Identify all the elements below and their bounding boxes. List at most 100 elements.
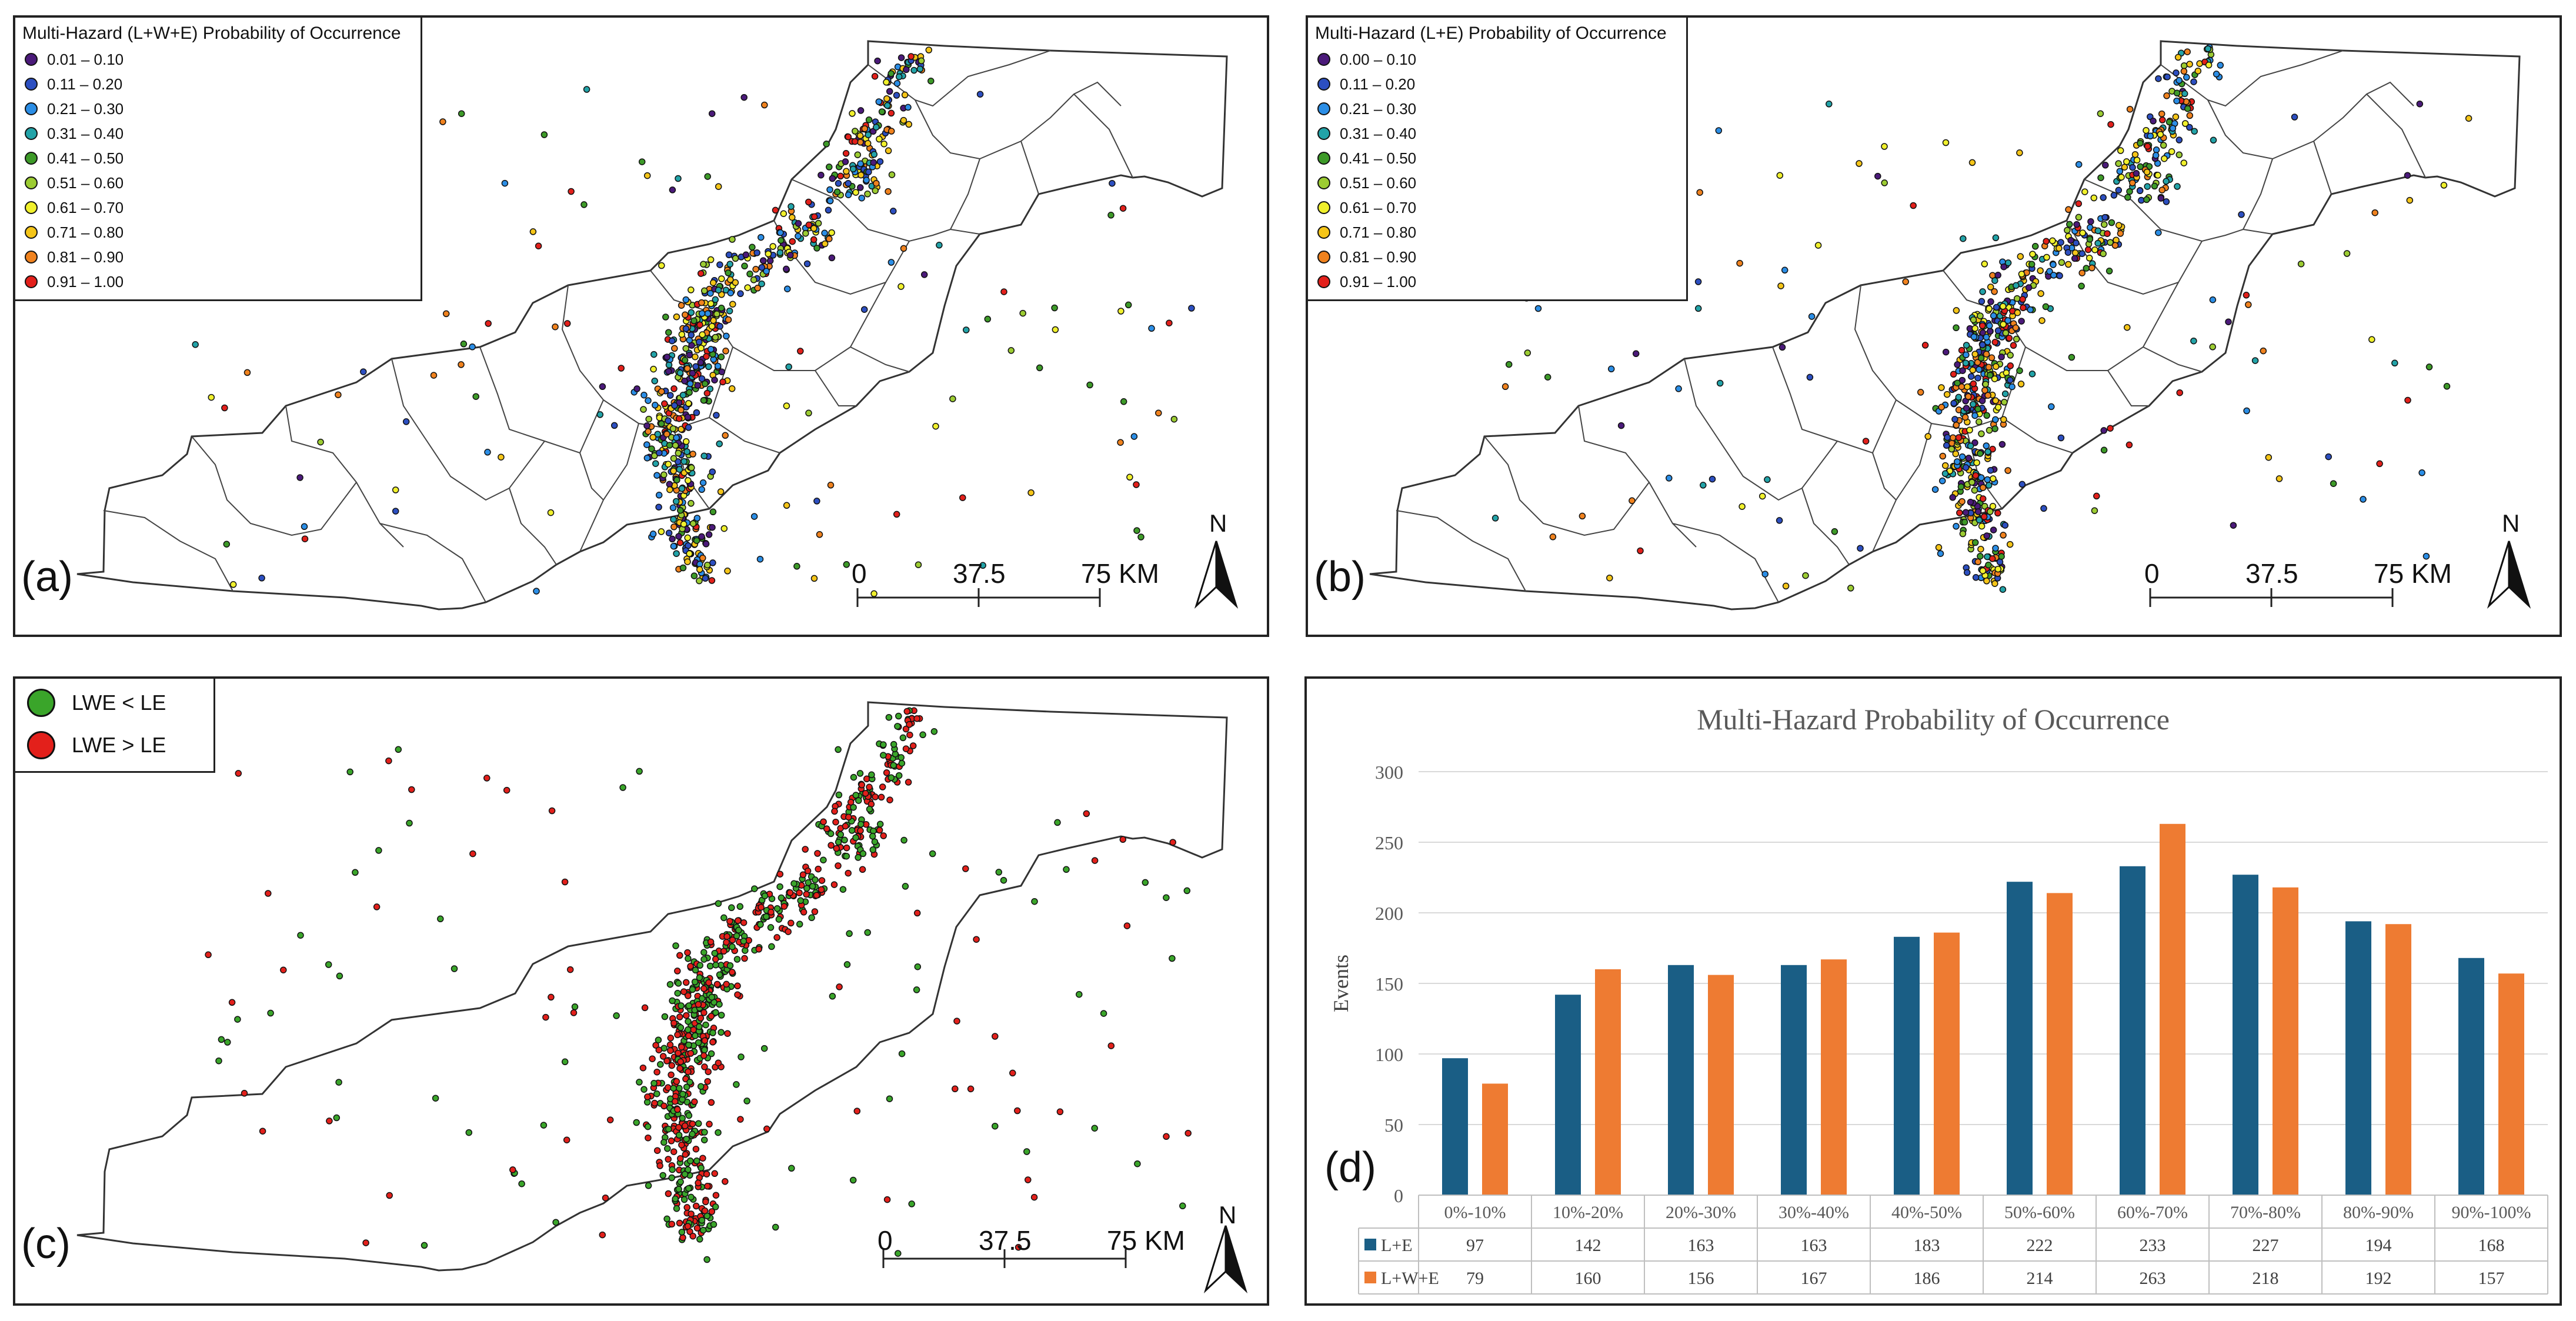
x-tick-label: 60%-70% [2117, 1203, 2188, 1222]
series-legend-label: L+W+E [1381, 1269, 1439, 1288]
north-arrow-icon [1203, 1225, 1248, 1293]
legend-item: 0.61 – 0.70 [1317, 195, 1686, 220]
county-map-a [76, 40, 1239, 611]
legend-key-icon [1364, 1239, 1376, 1250]
circle-marker-icon [1317, 201, 1330, 214]
legend-item: 0.21 – 0.30 [1317, 96, 1686, 121]
circle-marker-icon [25, 275, 38, 288]
data-table-value: 168 [2478, 1236, 2505, 1255]
data-table-value: 79 [1466, 1269, 1484, 1288]
scale-mid-label: 37.5 [2245, 558, 2298, 589]
data-table-value: 194 [2365, 1236, 2392, 1255]
bar-l-w-e [1595, 969, 1621, 1195]
north-label: N [2502, 509, 2520, 537]
circle-marker-icon [1317, 176, 1330, 189]
legend-label: LWE < LE [72, 690, 166, 715]
panel-label: (d) [1324, 1144, 1376, 1191]
x-tick-label: 30%-40% [1778, 1203, 1849, 1222]
data-table-value: 163 [1801, 1236, 1827, 1255]
data-table-value: 222 [2027, 1236, 2053, 1255]
map-panel-b: Multi-Hazard (L+E) Probability of Occurr… [1306, 15, 2562, 637]
data-table-value: 186 [1914, 1269, 1940, 1288]
scale-bar [882, 1249, 1127, 1268]
circle-marker-icon [25, 201, 38, 214]
circle-marker-icon [25, 127, 38, 140]
x-tick-label: 10%-20% [1553, 1203, 1623, 1222]
chart-title: Multi-Hazard Probability of Occurrence [1697, 703, 2170, 736]
bar-l-e [1668, 965, 1694, 1195]
map-panel-a: Multi-Hazard (L+W+E) Probability of Occu… [13, 15, 1269, 637]
legend-title: Multi-Hazard (L+E) Probability of Occurr… [1315, 24, 1667, 43]
legend-label: 0.41 – 0.50 [47, 149, 124, 167]
map-panel-c: LWE < LE LWE > LE (c) 0 37.5 75 KM N [13, 676, 1269, 1306]
bar-l-w-e [2385, 924, 2411, 1195]
scale-mid-label: 37.5 [979, 1225, 1032, 1256]
legend-item: 0.71 – 0.80 [1317, 220, 1686, 245]
data-table-value: 218 [2253, 1269, 2279, 1288]
legend-item: 0.71 – 0.80 [25, 220, 421, 245]
data-table-value: 183 [1914, 1236, 1940, 1255]
probability-legend: Multi-Hazard (L+W+E) Probability of Occu… [15, 18, 422, 301]
event-points [192, 46, 1195, 598]
legend-item: 0.31 – 0.40 [25, 121, 421, 146]
circle-marker-icon [1317, 53, 1330, 66]
legend-label: 0.00 – 0.10 [1340, 50, 1417, 68]
legend-label: 0.11 – 0.20 [47, 75, 123, 93]
scale-bar [856, 588, 1101, 607]
legend-label: 0.21 – 0.30 [1340, 99, 1417, 118]
data-table-value: 97 [1466, 1236, 1484, 1255]
legend-label: 0.71 – 0.80 [1340, 223, 1417, 241]
data-table-value: 214 [2027, 1269, 2053, 1288]
x-tick-label: 50%-60% [2004, 1203, 2075, 1222]
legend-label: 0.21 – 0.30 [47, 99, 124, 118]
legend-item-lwe-less: LWE < LE [27, 685, 213, 721]
scale-zero-label: 0 [877, 1225, 893, 1256]
circle-marker-icon [25, 78, 38, 91]
circle-marker-icon [25, 251, 38, 263]
bar-l-w-e [1821, 959, 1847, 1195]
north-arrow-icon [2487, 541, 2531, 609]
county-map-b [1369, 40, 2531, 611]
region-map-c [76, 701, 1248, 1293]
legend-label: 0.81 – 0.90 [47, 248, 124, 266]
bar-l-e [2458, 958, 2484, 1195]
bar-l-w-e [2047, 893, 2073, 1195]
legend-item: 0.51 – 0.60 [25, 171, 421, 195]
x-tick-label: 0%-10% [1444, 1203, 1506, 1222]
legend-item: 0.41 – 0.50 [1317, 146, 1686, 171]
legend-item: 0.11 – 0.20 [25, 72, 421, 96]
legend-label: 0.41 – 0.50 [1340, 149, 1417, 167]
bar-l-e [1555, 995, 1581, 1195]
legend-label: 0.61 – 0.70 [1340, 198, 1417, 216]
scale-zero-label: 0 [852, 558, 867, 589]
bar-l-w-e [2160, 823, 2185, 1195]
legend-item: 0.21 – 0.30 [25, 96, 421, 121]
data-table-value: 142 [1575, 1236, 1601, 1255]
north-label: N [1219, 1201, 1237, 1229]
legend-label: 0.91 – 1.00 [47, 272, 124, 291]
legend-item: 0.81 – 0.90 [1317, 245, 1686, 269]
panel-label: (b) [1314, 553, 1366, 601]
event-points [1491, 44, 2472, 593]
scale-zero-label: 0 [2144, 558, 2160, 589]
bar-l-e [2233, 875, 2258, 1195]
y-tick-label: 50 [1384, 1115, 1403, 1136]
probability-legend: Multi-Hazard (L+E) Probability of Occurr… [1308, 18, 1688, 301]
legend-item: 0.31 – 0.40 [1317, 121, 1686, 146]
scale-bar [2149, 588, 2394, 607]
legend-title: Multi-Hazard (L+W+E) Probability of Occu… [22, 24, 401, 43]
bar-chart: 0 50 100 150 200 250 300 Events 0%-10% 97 79 10%-20… [1329, 762, 2548, 1295]
circle-marker-icon [1317, 102, 1330, 115]
red-dot-icon [27, 731, 55, 759]
x-tick-label: 90%-100% [2452, 1203, 2531, 1222]
x-tick-label: 80%-90% [2343, 1203, 2414, 1222]
scale-end-label: 75 KM [1081, 558, 1159, 589]
legend-item: 0.51 – 0.60 [1317, 171, 1686, 195]
north-arrow-icon [1194, 541, 1239, 609]
bar-l-w-e [1934, 932, 1960, 1195]
data-table-value: 233 [2140, 1236, 2166, 1255]
legend-item: 0.61 – 0.70 [25, 195, 421, 220]
comparison-legend: LWE < LE LWE > LE [15, 679, 215, 773]
comparison-points [205, 707, 1192, 1263]
circle-marker-icon [25, 102, 38, 115]
